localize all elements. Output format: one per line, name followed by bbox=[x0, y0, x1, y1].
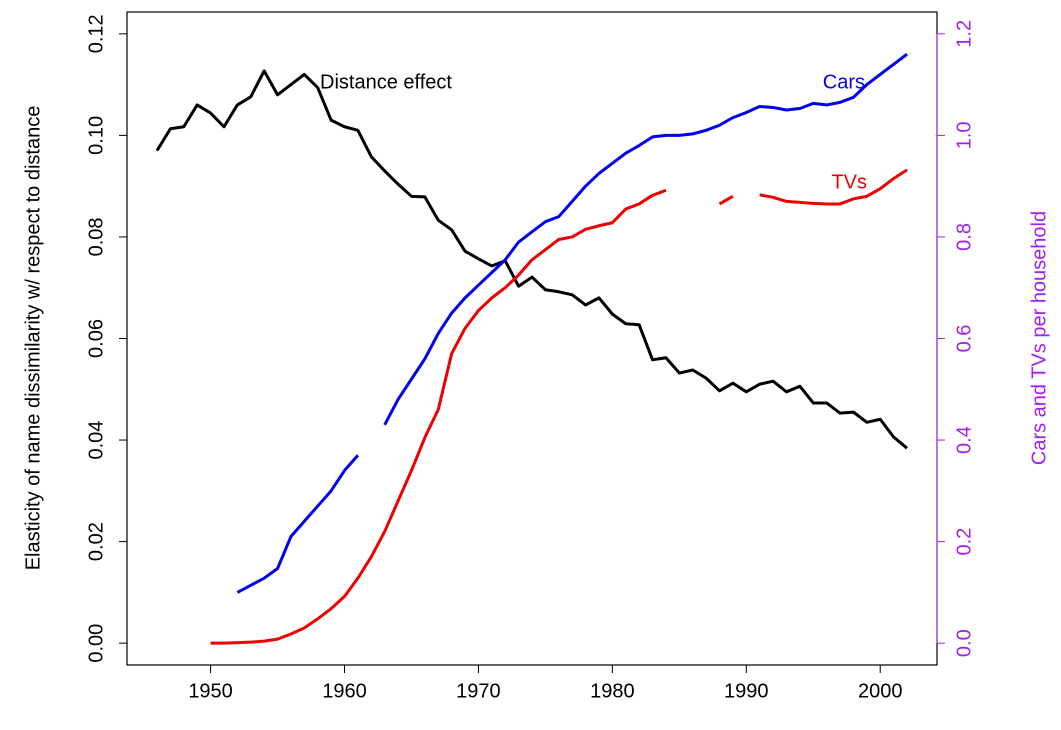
y-tick-label: 0.04 bbox=[85, 421, 107, 460]
y-tick-label: 0.00 bbox=[85, 624, 107, 663]
y2-axis-label: Cars and TVs per household bbox=[1028, 211, 1050, 465]
y2-tick-label: 0.6 bbox=[953, 325, 975, 353]
x-tick-label: 2000 bbox=[858, 680, 903, 702]
x-tick-label: 1980 bbox=[590, 680, 635, 702]
y-tick-label: 0.10 bbox=[85, 116, 107, 155]
x-tick-label: 1950 bbox=[188, 680, 233, 702]
y-tick-label: 0.08 bbox=[85, 217, 107, 256]
y2-tick-label: 1.2 bbox=[953, 20, 975, 48]
x-tick-label: 1990 bbox=[724, 680, 769, 702]
y2-tick-label: 0.0 bbox=[953, 629, 975, 657]
series-label: TVs bbox=[831, 171, 867, 193]
y-tick-label: 0.06 bbox=[85, 319, 107, 358]
y-axis-label: Elasticity of name dissimilarity w/ resp… bbox=[22, 106, 44, 571]
series-line bbox=[210, 168, 908, 645]
y-tick-label: 0.02 bbox=[85, 522, 107, 561]
y2-tick-label: 0.4 bbox=[953, 426, 975, 454]
series-label: Distance effect bbox=[320, 71, 452, 93]
y-tick-label: 0.12 bbox=[85, 14, 107, 53]
series-line bbox=[155, 69, 908, 450]
series-line bbox=[236, 52, 908, 594]
y2-tick-label: 0.8 bbox=[953, 223, 975, 251]
x-tick-label: 1970 bbox=[456, 680, 501, 702]
plot-box bbox=[126, 11, 938, 666]
series-label: Cars bbox=[823, 71, 865, 93]
y2-tick-label: 1.0 bbox=[953, 121, 975, 149]
y2-tick-label: 0.2 bbox=[953, 528, 975, 556]
x-tick-label: 1960 bbox=[322, 680, 367, 702]
